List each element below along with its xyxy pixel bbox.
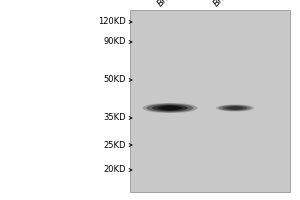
Ellipse shape xyxy=(152,105,188,111)
Ellipse shape xyxy=(147,104,194,112)
Text: 25KD: 25KD xyxy=(103,140,126,150)
Ellipse shape xyxy=(223,106,247,110)
Ellipse shape xyxy=(229,106,241,110)
Text: 120KD: 120KD xyxy=(98,18,126,26)
Text: 35KD: 35KD xyxy=(103,114,126,122)
Ellipse shape xyxy=(226,106,244,110)
Ellipse shape xyxy=(162,106,178,110)
Text: 50KD: 50KD xyxy=(103,75,126,84)
Ellipse shape xyxy=(158,106,182,110)
Text: 20KD: 20KD xyxy=(103,166,126,174)
Bar xyxy=(130,10,290,192)
Text: Brain: Brain xyxy=(212,0,235,8)
Ellipse shape xyxy=(142,103,197,113)
Ellipse shape xyxy=(216,104,254,112)
Ellipse shape xyxy=(219,105,251,111)
Text: Brain: Brain xyxy=(156,0,179,8)
Text: 90KD: 90KD xyxy=(103,38,126,46)
